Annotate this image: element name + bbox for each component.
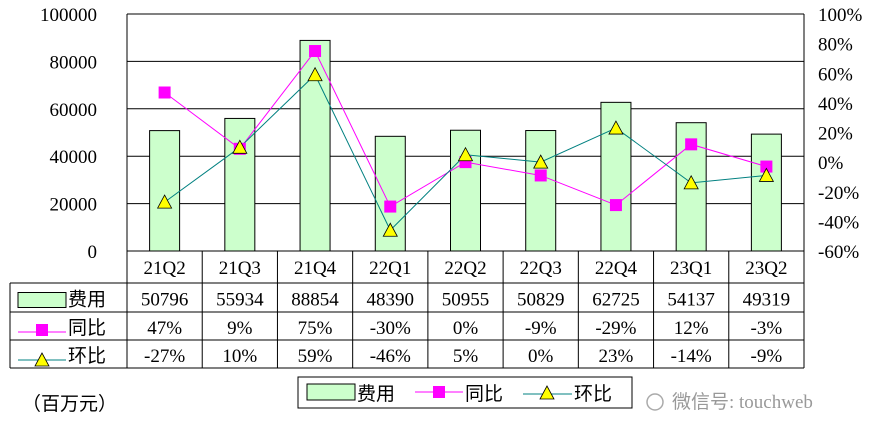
right-axis-tick-label: 80% [818, 35, 853, 56]
left-axis-tick-label: 60000 [50, 100, 98, 121]
right-axis-tick-label: 100% [818, 5, 863, 26]
category-label: 22Q1 [369, 258, 411, 279]
data-cell: 88854 [291, 290, 339, 311]
data-cell: -29% [595, 318, 636, 339]
qoq-marker [156, 194, 173, 209]
data-cell: 59% [298, 346, 333, 367]
data-cell: -27% [144, 346, 185, 367]
data-cell: 75% [298, 318, 333, 339]
data-cell: 0% [528, 346, 554, 367]
left-axis-tick-label: 80000 [50, 52, 98, 73]
right-axis-tick-label: 0% [818, 153, 844, 174]
data-cell: 50829 [517, 290, 565, 311]
row-label: 同比 [68, 317, 106, 339]
data-cell: 0% [453, 318, 479, 339]
legend-label: 费用 [357, 383, 395, 405]
data-cell: 9% [227, 318, 253, 339]
yoy-marker [760, 160, 773, 173]
yoy-marker [534, 169, 547, 182]
category-label: 22Q2 [444, 258, 486, 279]
yoy-marker [309, 45, 322, 58]
data-cell: 49319 [743, 290, 791, 311]
bar-21Q3 [224, 117, 256, 252]
qoq-marker [232, 139, 248, 154]
data-cell: 54137 [667, 290, 715, 311]
right-axis-tick-label: -20% [818, 183, 859, 204]
legend-square-marker [433, 386, 445, 398]
right-axis-tick-label: -60% [818, 242, 859, 263]
data-cell: 23% [599, 346, 634, 367]
right-axis-tick-label: 40% [818, 94, 853, 115]
data-cell: 47% [147, 318, 182, 339]
qoq-marker [307, 66, 323, 82]
qoq-marker [608, 120, 624, 135]
data-cell: 50955 [442, 290, 490, 311]
yoy-marker [158, 86, 171, 99]
data-cell: 62725 [592, 290, 640, 311]
left-axis-tick-label: 100000 [40, 5, 97, 26]
watermark: 微信号: touchweb [672, 391, 813, 413]
right-axis-tick-label: 60% [818, 64, 853, 85]
category-label: 21Q2 [143, 258, 185, 279]
data-cell: -9% [751, 346, 783, 367]
bar-21Q2 [149, 130, 181, 252]
left-axis-tick-label: 20000 [50, 195, 98, 216]
data-cell: 48390 [367, 290, 415, 311]
qoq-marker [382, 222, 398, 237]
yoy-marker [384, 200, 397, 213]
data-cell: -9% [525, 318, 557, 339]
row-label: 费用 [68, 289, 106, 311]
data-cell: -30% [370, 318, 411, 339]
unit-label: （百万元） [22, 393, 117, 415]
bar-22Q3 [525, 130, 557, 252]
legend-key-square [36, 324, 48, 336]
legend-bar-swatch [306, 383, 356, 401]
qoq-marker [758, 167, 775, 182]
qoq-marker [533, 154, 549, 169]
legend-label: 环比 [574, 383, 612, 405]
data-cell: 50796 [141, 290, 189, 311]
data-cell: -3% [751, 318, 783, 339]
data-cell: -14% [671, 346, 712, 367]
category-label: 21Q3 [219, 258, 261, 279]
yoy-marker [609, 199, 622, 212]
qoq-marker [457, 146, 474, 162]
data-cell: 10% [222, 346, 257, 367]
category-label: 22Q3 [520, 258, 562, 279]
legend-label: 同比 [465, 383, 503, 405]
data-cell: 5% [453, 346, 479, 367]
category-label: 23Q1 [670, 258, 712, 279]
wechat-icon [646, 393, 664, 411]
category-label: 23Q2 [745, 258, 787, 279]
data-cell: -46% [370, 346, 411, 367]
qoq-marker [683, 175, 699, 190]
left-axis-tick-label: 0 [88, 242, 98, 263]
yoy-marker [685, 138, 698, 151]
row-label: 环比 [68, 345, 106, 367]
legend-triangle-marker [539, 385, 555, 400]
bar-23Q2 [750, 133, 782, 252]
right-axis-tick-label: 20% [818, 124, 853, 145]
data-cell: 55934 [216, 290, 264, 311]
legend-key-bar [17, 292, 67, 308]
right-axis-tick-label: -40% [818, 212, 859, 233]
legend-key-triangle [34, 352, 50, 367]
category-label: 21Q4 [294, 258, 337, 279]
left-axis-tick-label: 40000 [50, 147, 98, 168]
data-cell: 12% [674, 318, 709, 339]
category-label: 22Q4 [595, 258, 638, 279]
